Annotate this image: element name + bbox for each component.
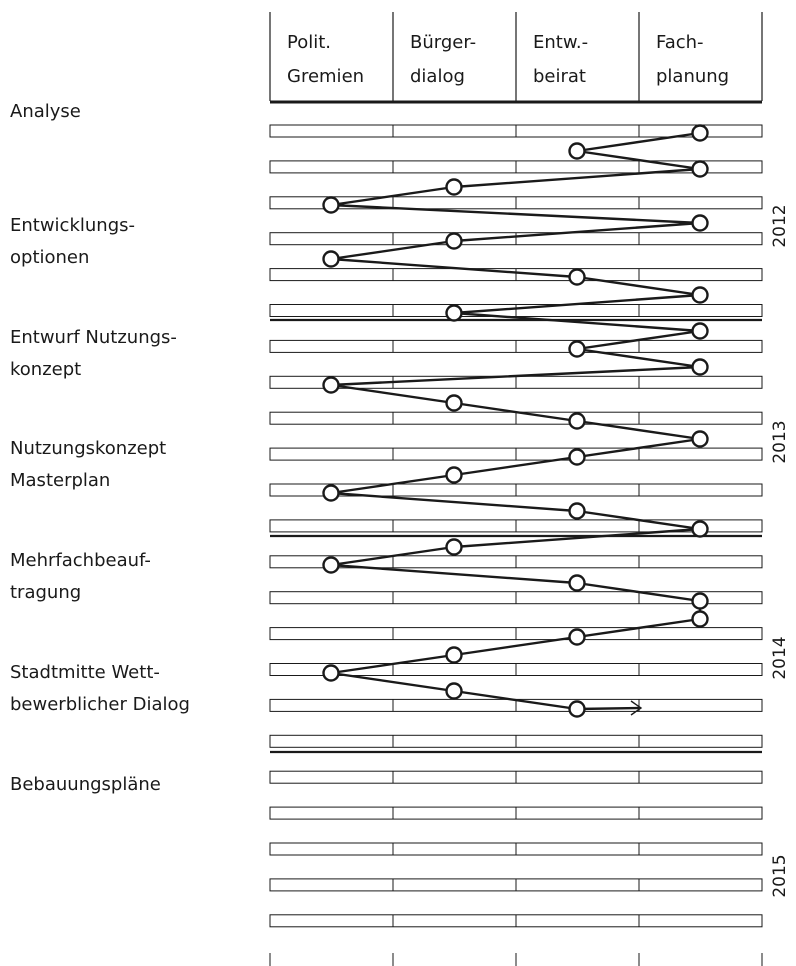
phase-label-bebauungsplaene: Bebauungspläne — [10, 769, 260, 801]
timeline-node — [568, 574, 586, 592]
phase-label-analyse: Analyse — [10, 96, 260, 128]
phase-label-line1: Entwicklungs- — [10, 215, 135, 236]
phase-label-stadtmitte-dialog: Stadtmitte Wett- bewerblicher Dialog — [10, 657, 260, 721]
year-label-2015: 2015 — [770, 854, 790, 898]
phase-label-line1: Mehrfachbeauf- — [10, 550, 151, 571]
timeline-arrow-head — [630, 700, 643, 716]
timeline-node — [568, 448, 586, 466]
phase-label-nutzungskonzept-masterplan: Nutzungskonzept Masterplan — [10, 433, 260, 497]
column-header-entwbeirat: Entw.- beirat — [533, 26, 643, 94]
phase-label-line2: tragung — [10, 582, 82, 603]
column-header-fachplanung: Fach- planung — [656, 26, 766, 94]
timeline-node — [445, 304, 463, 322]
timeline-node — [691, 286, 709, 304]
year-label-2014: 2014 — [770, 636, 790, 680]
column-header-line1: Bürger- — [410, 32, 477, 53]
timeline-node — [568, 502, 586, 520]
timeline-node — [568, 412, 586, 430]
timeline-node — [691, 430, 709, 448]
phase-label-line2: Masterplan — [10, 470, 111, 491]
timeline-node — [322, 484, 340, 502]
timeline-node — [445, 178, 463, 196]
timeline-node — [568, 142, 586, 160]
timeline-node — [322, 250, 340, 268]
timeline-node — [322, 556, 340, 574]
column-header-line2: dialog — [410, 66, 465, 87]
timeline-node — [322, 376, 340, 394]
phase-label-entwurf-nutzungskonzept: Entwurf Nutzungs- konzept — [10, 322, 260, 386]
phase-label-line1: Nutzungskonzept — [10, 438, 167, 459]
timeline-node — [322, 664, 340, 682]
column-header-line1: Fach- — [656, 32, 704, 53]
year-label-2013: 2013 — [770, 420, 790, 464]
timeline-node — [445, 682, 463, 700]
timeline-node — [691, 214, 709, 232]
column-header-polit-gremien: Polit. Gremien — [287, 26, 397, 94]
timeline-node — [445, 646, 463, 664]
timeline-node — [445, 466, 463, 484]
column-header-line2: Gremien — [287, 66, 365, 87]
column-header-buergerdialog: Bürger- dialog — [410, 26, 520, 94]
timeline-node — [568, 340, 586, 358]
timeline-node — [568, 700, 586, 718]
timeline-node — [691, 592, 709, 610]
timeline-node — [691, 358, 709, 376]
phase-label-line2: konzept — [10, 359, 82, 380]
timeline-node — [691, 322, 709, 340]
phase-label-line1: Bebauungspläne — [10, 774, 161, 795]
timeline-node — [568, 628, 586, 646]
timeline-node — [691, 610, 709, 628]
phase-label-entwicklungsoptionen: Entwicklungs- optionen — [10, 210, 260, 274]
timeline-node — [322, 196, 340, 214]
timeline-node — [568, 268, 586, 286]
column-header-line2: planung — [656, 66, 730, 87]
timeline-node — [691, 124, 709, 142]
phase-label-line2: optionen — [10, 247, 90, 268]
timeline-path — [329, 131, 702, 711]
timeline-node — [691, 520, 709, 538]
timeline-node — [691, 160, 709, 178]
column-header-line1: Entw.- — [533, 32, 589, 53]
phase-label-line2: bewerblicher Dialog — [10, 694, 190, 715]
phase-label-line1: Entwurf Nutzungs- — [10, 327, 177, 348]
column-header-line1: Polit. — [287, 32, 332, 53]
phase-label-line1: Stadtmitte Wett- — [10, 662, 160, 683]
phase-label-line1: Analyse — [10, 101, 81, 122]
column-header-line2: beirat — [533, 66, 586, 87]
timeline-node — [445, 394, 463, 412]
timeline-node — [445, 232, 463, 250]
timeline-node — [445, 538, 463, 556]
year-label-2012: 2012 — [770, 204, 790, 248]
phase-label-mehrfachbeauftragung: Mehrfachbeauf- tragung — [10, 545, 260, 609]
